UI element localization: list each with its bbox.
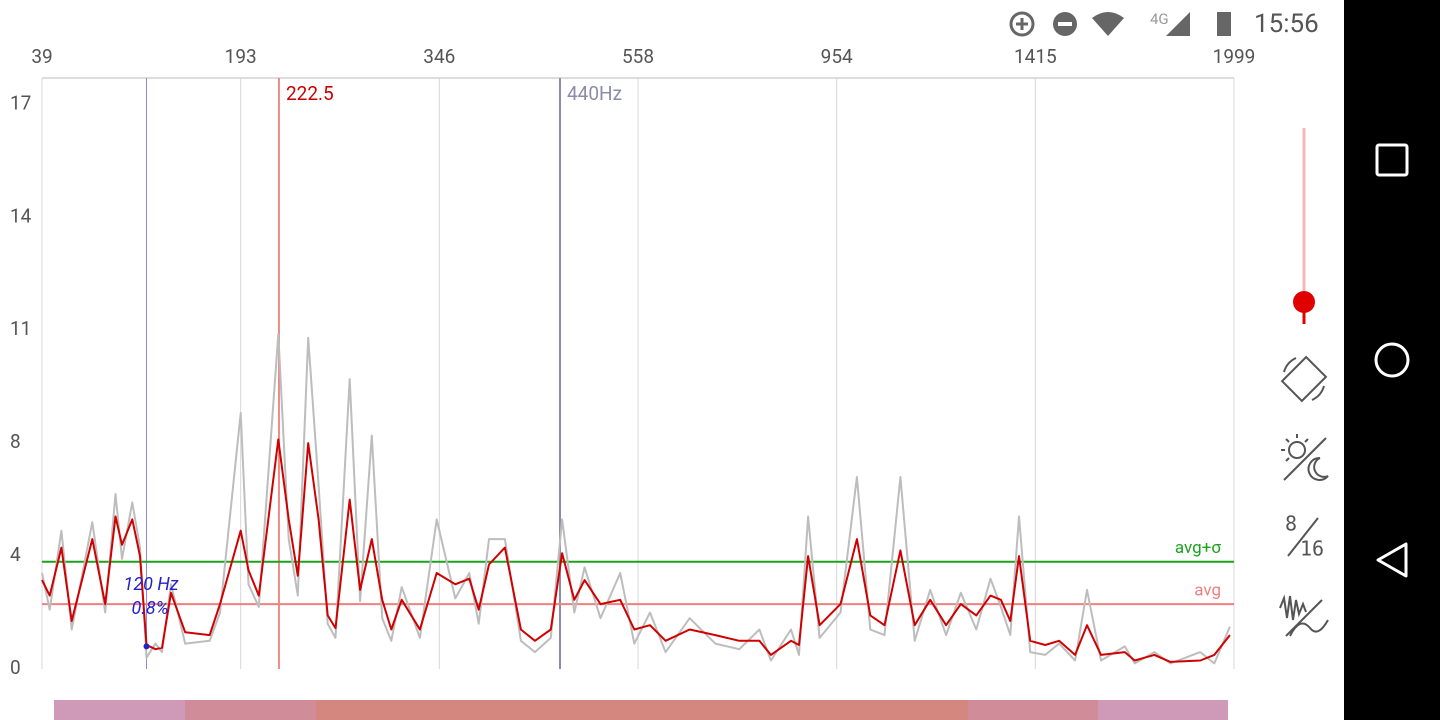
peak-level: 0.8% (131, 598, 168, 619)
x-tick-label: 1415 (1014, 45, 1057, 68)
fft-bottom: 16 (1300, 537, 1324, 561)
peak-point (143, 643, 150, 650)
cursor-label: 222.5 (286, 82, 334, 105)
network-label: 4G (1150, 10, 1169, 28)
average-label: avg+σ (1175, 538, 1221, 558)
sidebar: 8 16 (1279, 128, 1329, 637)
spectrum-line (41, 333, 1231, 665)
y-tick-label: 8 (10, 430, 21, 453)
nav-buttons (1374, 143, 1410, 578)
fft-size-button[interactable]: 8 16 (1285, 512, 1324, 561)
plot: 39 193 346 558 954 1415 1999 0 4 8 11 14 17 222.5 440H… (10, 45, 1255, 679)
wave-button[interactable] (1279, 594, 1329, 637)
recents-button[interactable] (1375, 143, 1409, 177)
clock: 15:56 (1254, 9, 1319, 39)
nav-bar (1344, 0, 1440, 720)
x-tick-label: 558 (622, 45, 654, 68)
average-label: avg (1194, 581, 1221, 601)
bottom-color-bar (54, 700, 1228, 720)
back-button[interactable] (1376, 542, 1408, 578)
x-tick-label: 193 (225, 45, 257, 68)
y-tick-label: 14 (10, 204, 32, 227)
y-tick-label: 17 (10, 91, 31, 114)
status-icons (1009, 11, 1231, 37)
fft-top: 8 (1285, 512, 1297, 536)
theme-button[interactable] (1281, 434, 1329, 481)
y-tick-label: 0 (10, 656, 21, 679)
x-tick-label: 346 (423, 45, 455, 68)
rotate-button[interactable] (1280, 355, 1328, 403)
x-tick-label: 1999 (1213, 45, 1256, 68)
y-tick-label: 4 (10, 543, 21, 566)
home-button[interactable] (1374, 342, 1410, 378)
y-tick-label: 11 (10, 317, 31, 340)
reference-label: 440Hz (567, 82, 622, 105)
x-tick-label: 954 (821, 45, 853, 68)
spectrum-line (41, 438, 1231, 663)
x-tick-label: 39 (31, 45, 52, 68)
peak-frequency: 120 Hz (124, 574, 179, 595)
fft-slash (1287, 517, 1319, 557)
